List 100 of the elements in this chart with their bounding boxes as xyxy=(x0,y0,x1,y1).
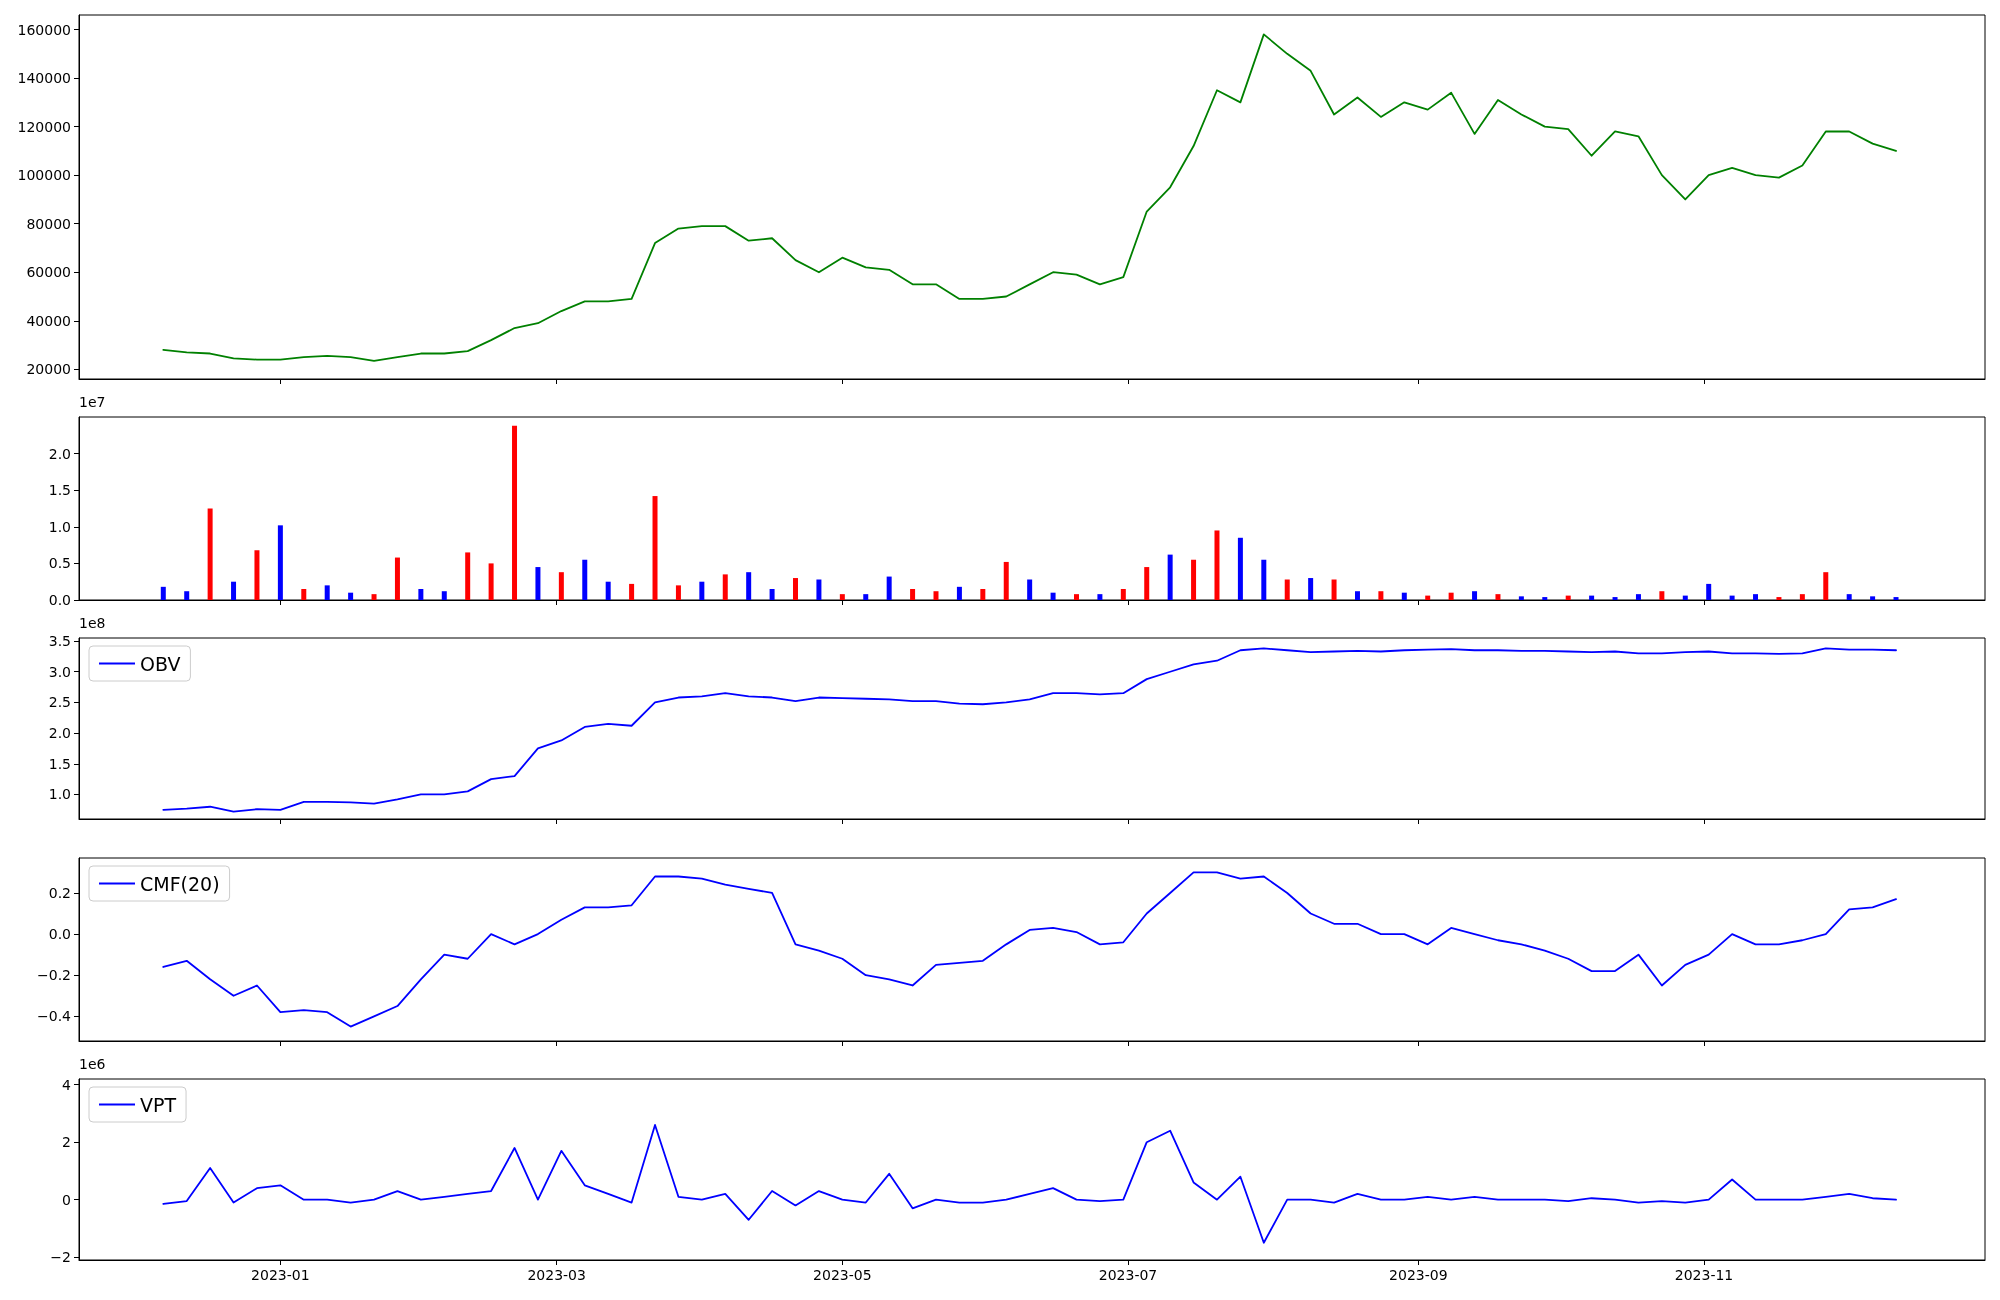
y-tick-label: 60000 xyxy=(26,264,71,281)
bar xyxy=(816,579,822,600)
bar xyxy=(933,591,939,600)
bar xyxy=(441,591,447,600)
y-tick-label: 1.5 xyxy=(48,755,71,772)
bar xyxy=(722,574,728,600)
bar xyxy=(1870,596,1876,600)
bar xyxy=(1284,579,1290,600)
y-tick-label: 3.0 xyxy=(48,663,71,680)
legend-label: OBV xyxy=(140,652,181,675)
bar xyxy=(1097,594,1103,600)
bar xyxy=(324,585,330,600)
bar xyxy=(793,578,799,600)
bar xyxy=(980,589,986,600)
bar xyxy=(1191,559,1197,600)
bar xyxy=(301,589,307,600)
bar xyxy=(1682,595,1688,600)
bar xyxy=(1753,594,1759,600)
y-tick-label: 2 xyxy=(62,1134,71,1151)
bar xyxy=(1893,597,1899,600)
bar xyxy=(1659,591,1665,600)
bar xyxy=(1425,595,1431,600)
x-tick-label: 2023-01 xyxy=(251,1267,310,1283)
bar xyxy=(254,550,260,600)
y-tick-label: 20000 xyxy=(26,361,71,378)
bar xyxy=(277,525,283,600)
bar xyxy=(207,508,213,600)
bar xyxy=(1354,591,1360,600)
bar xyxy=(1308,578,1314,600)
y-tick-label: 3.5 xyxy=(48,633,71,650)
y-tick-label: 2.0 xyxy=(48,445,71,462)
bar xyxy=(394,557,400,600)
bar xyxy=(1144,567,1150,600)
bar xyxy=(769,589,775,600)
y-tick-label: 0.0 xyxy=(48,592,71,608)
y-tick-label: 0 xyxy=(62,1191,71,1208)
text: 1e7 xyxy=(79,394,106,410)
bar xyxy=(1542,597,1548,600)
bar xyxy=(512,425,518,600)
bar xyxy=(1729,595,1735,600)
bar xyxy=(910,589,916,600)
bar xyxy=(746,572,752,600)
bar xyxy=(699,581,705,600)
bar xyxy=(535,567,541,600)
x-tick-label: 2023-11 xyxy=(1674,1267,1734,1283)
bar xyxy=(371,594,377,600)
y-tick-label: 140000 xyxy=(17,70,71,87)
y-tick-label: 80000 xyxy=(26,215,71,232)
bar xyxy=(605,581,611,600)
y-tick-label: 0.5 xyxy=(48,555,71,572)
bar xyxy=(1331,579,1337,600)
bar xyxy=(1003,561,1009,600)
bar xyxy=(1167,554,1173,600)
bar xyxy=(1612,597,1618,600)
bar xyxy=(1565,595,1571,600)
y-tick-label: 40000 xyxy=(26,312,71,329)
bar xyxy=(558,572,564,600)
y-tick-label: 2.5 xyxy=(48,694,71,711)
bar xyxy=(1401,592,1407,600)
y-tick-label: −2 xyxy=(50,1249,71,1266)
bar xyxy=(1518,596,1524,600)
bar xyxy=(1120,589,1126,600)
bar xyxy=(652,496,658,600)
y-tick-label: 4 xyxy=(62,1076,72,1093)
y-tick-label: 160000 xyxy=(17,21,71,38)
bar xyxy=(675,585,681,600)
y-tick-label: 1.5 xyxy=(48,482,71,499)
text: 1e6 xyxy=(79,1056,106,1072)
text: 1e8 xyxy=(79,615,106,631)
y-tick-label: 0.0 xyxy=(48,926,71,943)
y-tick-label: 100000 xyxy=(17,167,71,184)
y-tick-label: −0.2 xyxy=(37,967,71,984)
bar xyxy=(863,594,869,600)
x-tick-label: 2023-09 xyxy=(1389,1267,1448,1283)
bar xyxy=(160,586,166,600)
bar xyxy=(488,563,494,600)
bar xyxy=(1823,572,1829,600)
x-tick-label: 2023-07 xyxy=(1098,1267,1158,1283)
bar xyxy=(1027,579,1033,600)
bar xyxy=(1472,591,1478,600)
bar xyxy=(1495,594,1501,600)
bar xyxy=(1799,594,1805,600)
bar xyxy=(1261,559,1267,600)
y-tick-label: 1.0 xyxy=(48,518,71,535)
bar xyxy=(1378,591,1384,600)
bar xyxy=(184,591,190,600)
bar xyxy=(956,586,962,600)
bar xyxy=(465,552,471,600)
legend-label: CMF(20) xyxy=(140,872,220,895)
y-tick-label: 1.0 xyxy=(48,786,71,803)
bar xyxy=(886,576,892,600)
y-tick-label: 120000 xyxy=(17,118,71,135)
line-series xyxy=(162,1124,1897,1244)
bar xyxy=(1073,594,1079,600)
line-series xyxy=(162,33,1897,362)
y-tick-label: 2.0 xyxy=(48,725,71,742)
bar xyxy=(348,592,354,600)
bar xyxy=(1706,583,1712,600)
x-tick-label: 2023-05 xyxy=(813,1267,872,1283)
bar xyxy=(629,583,635,600)
